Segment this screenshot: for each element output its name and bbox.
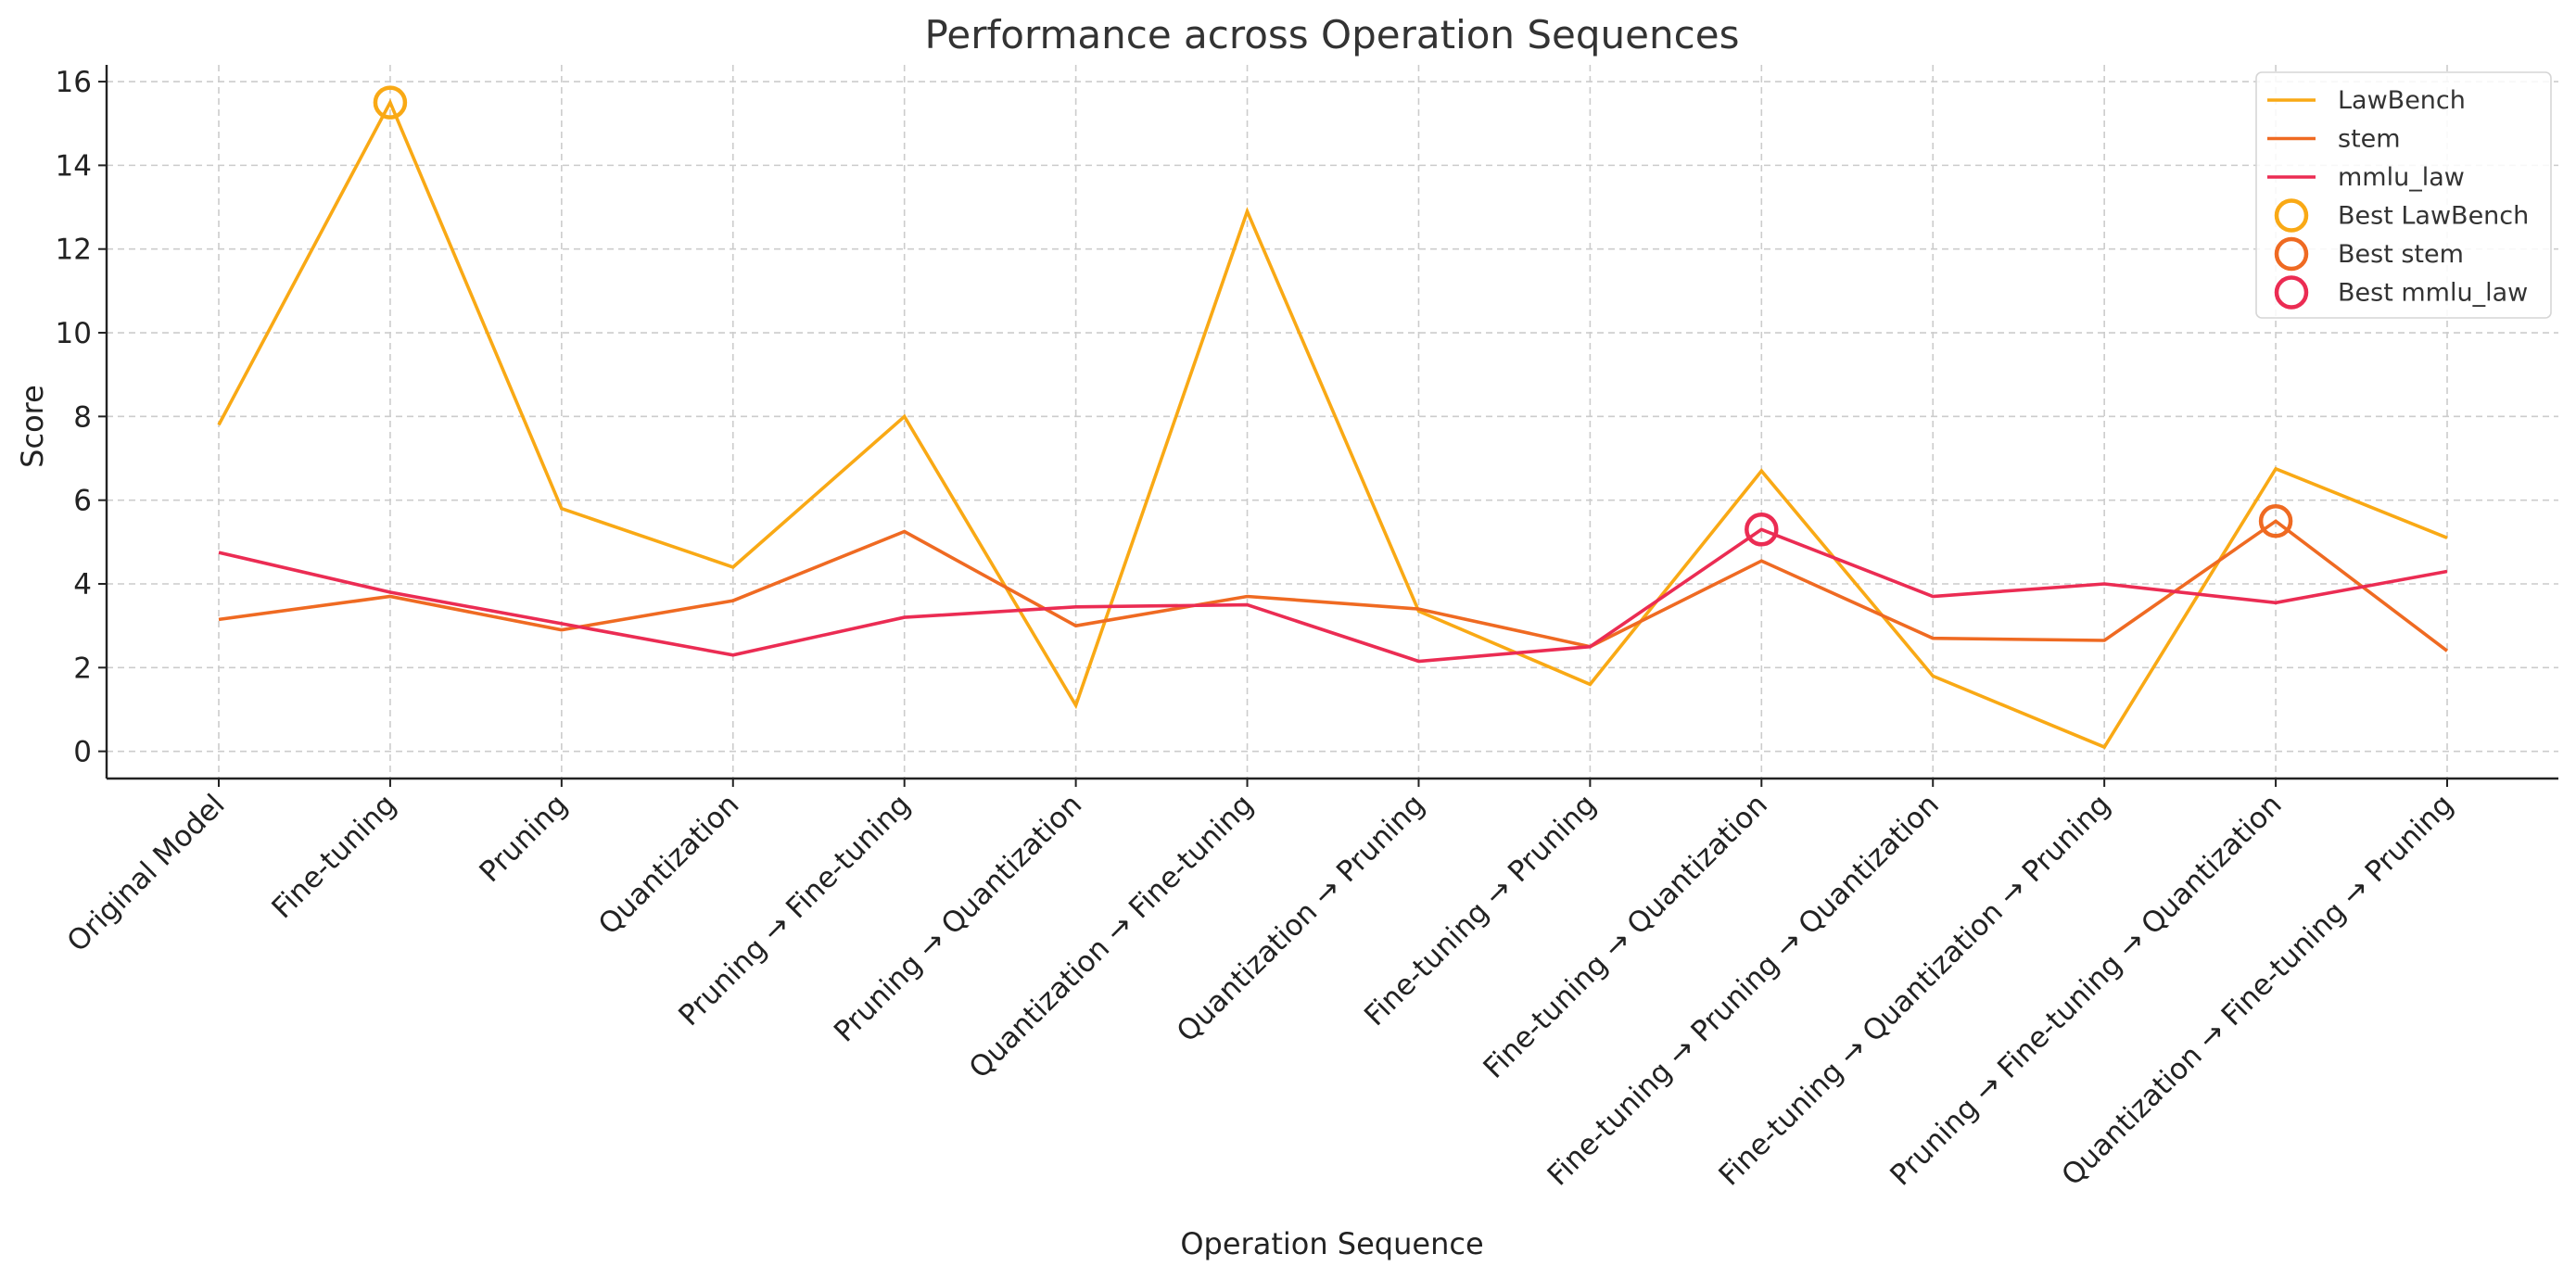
marker-best-stem	[2258, 504, 2293, 538]
best-markers	[373, 85, 2293, 547]
chart-title: Performance across Operation Sequences	[925, 12, 1740, 57]
legend-label: Best LawBench	[2338, 202, 2529, 231]
y-axis-label: Score	[15, 385, 50, 468]
y-tick-label: 4	[73, 568, 92, 602]
legend-label: mmlu_law	[2338, 163, 2465, 192]
legend-label: Best mmlu_law	[2338, 279, 2528, 308]
y-tick-label: 2	[73, 652, 92, 685]
series-line-stem	[218, 519, 2449, 652]
legend-swatch-marker	[2274, 236, 2309, 272]
legend-item-best-lawbench: Best LawBench	[2274, 198, 2529, 233]
y-tick-label: 8	[73, 400, 92, 434]
legend-label: Best stem	[2338, 240, 2464, 269]
series-line-mmlu-law	[218, 527, 2448, 664]
y-tick-label: 14	[56, 149, 92, 183]
x-tick-label: Fine-tuning → Quantization → Pruning	[1712, 788, 2116, 1192]
legend-swatch-marker	[2274, 275, 2309, 310]
legend-item-stem: stem	[2267, 125, 2401, 154]
x-tick-labels: Original Model Fine-tuning Pruning Quantiza…	[61, 788, 2460, 1192]
x-tick-label: Original Model	[61, 788, 232, 958]
grid	[107, 65, 2558, 779]
legend-item-best-stem: Best stem	[2274, 236, 2464, 272]
legend: LawBench stem mmlu_law Best LawBench Best st…	[2255, 71, 2552, 319]
legend-label: stem	[2338, 125, 2401, 154]
legend-item-best-mmlu-law: Best mmlu_law	[2274, 275, 2528, 310]
x-tick-label: Quantization	[592, 788, 746, 942]
y-tick-label: 10	[56, 317, 92, 350]
x-tick-label: Quantization → Fine-tuning	[963, 788, 1261, 1085]
legend-box	[2255, 71, 2552, 319]
marker-best-lawbench	[373, 85, 408, 120]
y-tick-label: 0	[73, 736, 92, 769]
series-line-lawbench	[217, 98, 2448, 750]
legend-item-lawbench: LawBench	[2267, 86, 2466, 115]
x-tick-label: Quantization → Fine-tuning → Pruning	[2055, 788, 2459, 1192]
x-tick-label: Pruning → Fine-tuning → Quantization	[1884, 788, 2288, 1192]
x-tick-label: Fine-tuning → Pruning → Quantization	[1542, 788, 1946, 1192]
y-tick-label: 6	[73, 485, 92, 518]
y-tick-label: 16	[56, 66, 92, 99]
x-tick-label: Fine-tuning → Quantization	[1477, 788, 1774, 1085]
series-lines	[217, 98, 2449, 750]
y-tick-label: 12	[56, 234, 92, 267]
x-tick-label: Pruning	[474, 788, 575, 889]
marker-best-mmlu-law	[1745, 513, 1779, 547]
axes	[98, 65, 2558, 787]
x-axis-label: Operation Sequence	[1180, 1226, 1483, 1261]
x-tick-label: Fine-tuning	[265, 788, 402, 925]
legend-label: LawBench	[2338, 86, 2466, 115]
legend-swatch-marker	[2274, 198, 2309, 233]
y-tick-labels: 0 2 4 6 8 10 12 14 16	[56, 66, 92, 769]
legend-item-mmlu-law: mmlu_law	[2267, 163, 2465, 192]
